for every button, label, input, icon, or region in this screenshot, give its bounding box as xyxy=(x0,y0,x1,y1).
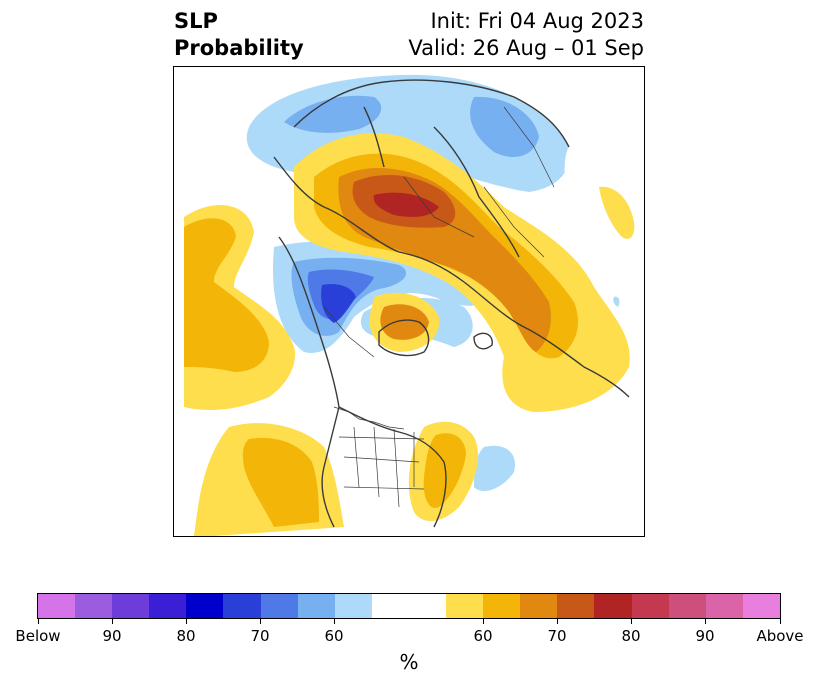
colorbar-segment xyxy=(297,594,335,618)
colorbar-tick-label: 70 xyxy=(547,627,567,645)
colorbar-tick xyxy=(186,619,187,624)
valid-range: Valid: 26 Aug – 01 Sep xyxy=(408,36,644,60)
colorbar-segment xyxy=(149,594,187,618)
colorbar-tick xyxy=(334,619,335,624)
colorbar-tick xyxy=(705,619,706,624)
colorbar-tick xyxy=(780,619,781,624)
colorbar-tick-label: Above xyxy=(756,627,804,645)
above-normal-shading xyxy=(184,133,635,536)
colorbar-tick-label: 60 xyxy=(324,627,344,645)
country-borders xyxy=(323,106,555,508)
colorbar-tick xyxy=(112,619,113,624)
colorbar-tick-label: 60 xyxy=(473,627,493,645)
colorbar-tick-label: 90 xyxy=(102,627,122,645)
colorbar-segment xyxy=(520,594,558,618)
colorbar-segment xyxy=(371,594,409,618)
colorbar-segment xyxy=(38,594,76,618)
title-right: Init: Fri 04 Aug 2023 Valid: 26 Aug – 01… xyxy=(408,8,644,62)
colorbar-unit-label: % xyxy=(399,650,419,674)
map-panel xyxy=(173,66,645,537)
colorbar-segment xyxy=(668,594,706,618)
colorbar-segment xyxy=(557,594,595,618)
colorbar-segment xyxy=(112,594,150,618)
colorbar-tick xyxy=(483,619,484,624)
colorbar-tick-label: 80 xyxy=(176,627,196,645)
colorbar-tick-label: 70 xyxy=(250,627,270,645)
title-metric: Probability xyxy=(174,36,304,60)
colorbar-tick-label: 80 xyxy=(621,627,641,645)
colorbar-segment xyxy=(334,594,372,618)
colorbar-segment xyxy=(223,594,261,618)
init-date: Init: Fri 04 Aug 2023 xyxy=(430,9,644,33)
colorbar xyxy=(37,593,781,619)
colorbar-segment xyxy=(631,594,669,618)
colorbar-segment xyxy=(705,594,743,618)
colorbar-segment xyxy=(742,594,780,618)
probability-map xyxy=(184,74,635,536)
colorbar-tick-label: Below xyxy=(15,627,61,645)
title-variable: SLP xyxy=(174,9,218,33)
colorbar-tick xyxy=(260,619,261,624)
colorbar-segment xyxy=(75,594,113,618)
colorbar-tick xyxy=(631,619,632,624)
colorbar-segment xyxy=(260,594,298,618)
colorbar-segment xyxy=(483,594,521,618)
colorbar-tick xyxy=(557,619,558,624)
colorbar-tick-label: 90 xyxy=(695,627,715,645)
coastline-outlines xyxy=(273,79,630,528)
colorbar-tick xyxy=(38,619,39,624)
title-left: SLP Probability xyxy=(174,8,304,62)
colorbar-segment xyxy=(594,594,632,618)
colorbar-segment xyxy=(186,594,224,618)
colorbar-segment xyxy=(408,594,447,618)
colorbar-segment xyxy=(446,594,484,618)
